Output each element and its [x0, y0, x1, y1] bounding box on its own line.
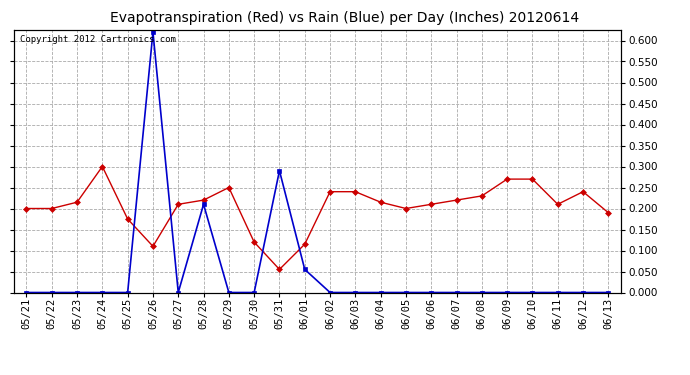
Text: Evapotranspiration (Red) vs Rain (Blue) per Day (Inches) 20120614: Evapotranspiration (Red) vs Rain (Blue) …	[110, 11, 580, 25]
Text: Copyright 2012 Cartronics.com: Copyright 2012 Cartronics.com	[20, 35, 176, 44]
